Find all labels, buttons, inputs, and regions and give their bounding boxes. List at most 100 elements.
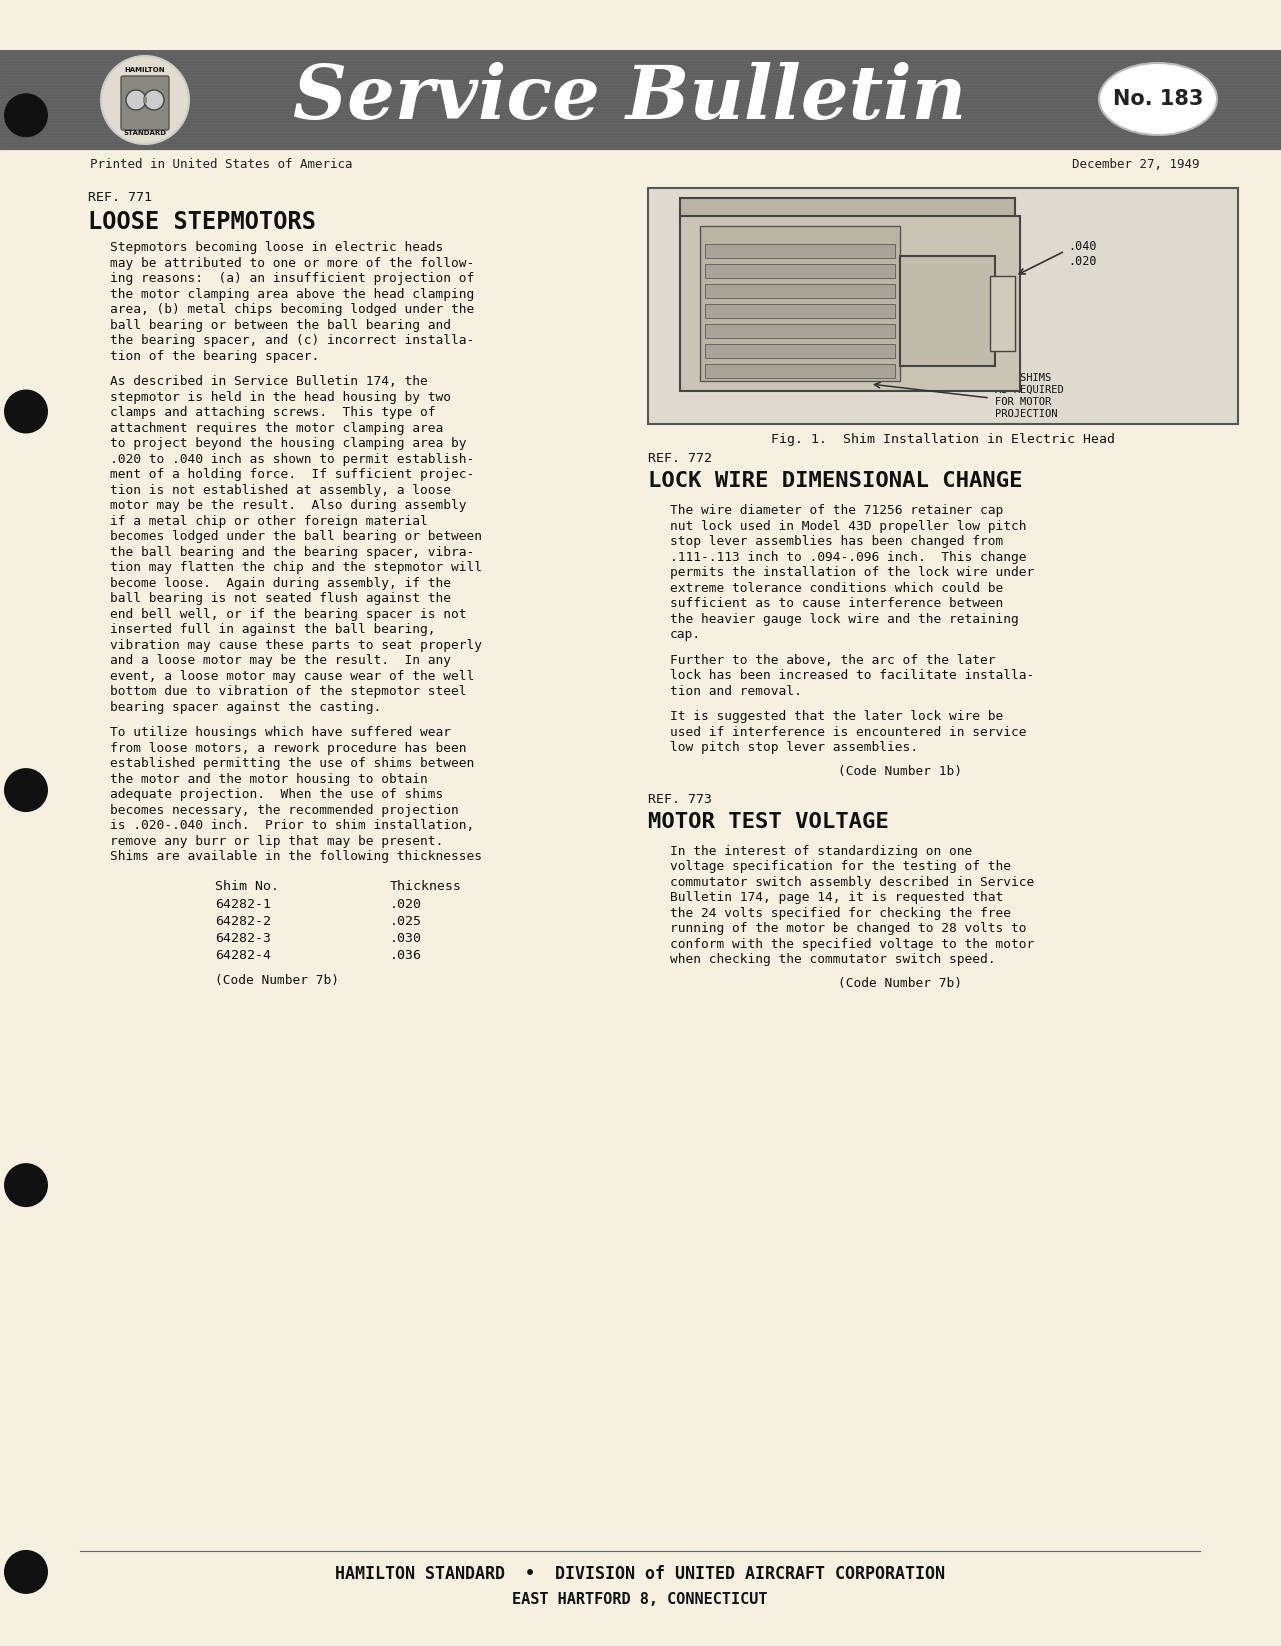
Text: if a metal chip or other foreign material: if a metal chip or other foreign materia… [110,515,428,527]
Text: may be attributed to one or more of the follow-: may be attributed to one or more of the … [110,257,474,270]
Text: HAMILTON: HAMILTON [124,67,165,72]
Text: end bell well, or if the bearing spacer is not: end bell well, or if the bearing spacer … [110,607,466,621]
Text: REF. 773: REF. 773 [648,792,712,805]
Text: tion is not established at assembly, a loose: tion is not established at assembly, a l… [110,484,451,497]
Text: area, (b) metal chips becoming lodged under the: area, (b) metal chips becoming lodged un… [110,303,474,316]
Text: tion may flatten the chip and the stepmotor will: tion may flatten the chip and the stepmo… [110,561,482,574]
FancyBboxPatch shape [120,76,169,130]
Bar [648,188,1237,425]
Text: the 24 volts specified for checking the free: the 24 volts specified for checking the … [670,907,1011,920]
Text: EAST HARTFORD 8, CONNECTICUT: EAST HARTFORD 8, CONNECTICUT [512,1592,767,1608]
Text: sufficient as to cause interference between: sufficient as to cause interference betw… [670,597,1003,611]
Text: extreme tolerance conditions which could be: extreme tolerance conditions which could… [670,581,1003,594]
Bar [705,344,895,357]
Text: (Code Number 1b): (Code Number 1b) [838,764,962,777]
Text: 64282-2: 64282-2 [215,915,272,927]
Circle shape [4,94,47,137]
Text: Service Bulletin: Service Bulletin [293,63,967,135]
Text: when checking the commutator switch speed.: when checking the commutator switch spee… [670,953,995,966]
Text: 64282-1: 64282-1 [215,897,272,910]
Text: bottom due to vibration of the stepmotor steel: bottom due to vibration of the stepmotor… [110,685,466,698]
Text: Bulletin 174, page 14, it is requested that: Bulletin 174, page 14, it is requested t… [670,890,1003,904]
Text: bearing spacer against the casting.: bearing spacer against the casting. [110,701,382,713]
Text: ADD SHIMS: ADD SHIMS [995,374,1052,384]
Text: becomes lodged under the ball bearing or between: becomes lodged under the ball bearing or… [110,530,482,543]
Text: inserted full in against the ball bearing,: inserted full in against the ball bearin… [110,622,436,635]
Text: No. 183: No. 183 [1113,89,1203,109]
Text: It is suggested that the later lock wire be: It is suggested that the later lock wire… [670,709,1003,723]
Text: the motor clamping area above the head clamping: the motor clamping area above the head c… [110,288,474,301]
Circle shape [143,91,164,110]
Text: The wire diameter of the 71256 retainer cap: The wire diameter of the 71256 retainer … [670,504,1003,517]
Bar [705,305,895,318]
Text: (Code Number 7b): (Code Number 7b) [838,976,962,989]
Bar [0,0,1281,49]
Bar [705,285,895,298]
Text: conform with the specified voltage to the motor: conform with the specified voltage to th… [670,938,1034,950]
Text: tion of the bearing spacer.: tion of the bearing spacer. [110,349,319,362]
Bar [143,97,147,104]
Text: from loose motors, a rework procedure has been: from loose motors, a rework procedure ha… [110,741,466,754]
Text: Printed in United States of America: Printed in United States of America [90,158,352,171]
Circle shape [4,1164,47,1207]
Text: Further to the above, the arc of the later: Further to the above, the arc of the lat… [670,653,995,667]
Bar [990,277,1015,351]
Text: 64282-4: 64282-4 [215,948,272,961]
Text: MOTOR TEST VOLTAGE: MOTOR TEST VOLTAGE [648,811,889,831]
Text: LOCK WIRE DIMENSIONAL CHANGE: LOCK WIRE DIMENSIONAL CHANGE [648,471,1022,491]
Text: .025: .025 [389,915,421,927]
Text: To utilize housings which have suffered wear: To utilize housings which have suffered … [110,726,451,739]
Text: Stepmotors becoming loose in electric heads: Stepmotors becoming loose in electric he… [110,240,443,253]
Bar [705,244,895,258]
Text: Fig. 1.  Shim Installation in Electric Head: Fig. 1. Shim Installation in Electric He… [771,433,1114,446]
Text: AS REQUIRED: AS REQUIRED [995,385,1063,395]
Text: tion and removal.: tion and removal. [670,685,802,698]
Text: ing reasons:  (a) an insufficient projection of: ing reasons: (a) an insufficient project… [110,272,474,285]
Text: ment of a holding force.  If sufficient projec-: ment of a holding force. If sufficient p… [110,467,474,481]
Text: voltage specification for the testing of the: voltage specification for the testing of… [670,859,1011,872]
Text: lock has been increased to facilitate installa-: lock has been increased to facilitate in… [670,668,1034,681]
Text: Shim No.: Shim No. [215,879,279,892]
Text: the bearing spacer, and (c) incorrect installa-: the bearing spacer, and (c) incorrect in… [110,334,474,347]
Text: low pitch stop lever assemblies.: low pitch stop lever assemblies. [670,741,918,754]
Text: the ball bearing and the bearing spacer, vibra-: the ball bearing and the bearing spacer,… [110,545,474,558]
Bar [699,226,901,380]
Text: and a loose motor may be the result.  In any: and a loose motor may be the result. In … [110,653,451,667]
Circle shape [4,1551,47,1593]
Circle shape [4,390,47,433]
Text: (Code Number 7b): (Code Number 7b) [215,973,339,986]
Text: running of the motor be changed to 28 volts to: running of the motor be changed to 28 vo… [670,922,1026,935]
Text: December 27, 1949: December 27, 1949 [1072,158,1200,171]
Text: .111-.113 inch to .094-.096 inch.  This change: .111-.113 inch to .094-.096 inch. This c… [670,550,1026,563]
Circle shape [101,56,190,143]
Text: FOR MOTOR: FOR MOTOR [995,397,1052,407]
Text: .020: .020 [389,897,421,910]
Text: As described in Service Bulletin 174, the: As described in Service Bulletin 174, th… [110,375,428,388]
Text: motor may be the result.  Also during assembly: motor may be the result. Also during ass… [110,499,466,512]
Text: .020 to .040 inch as shown to permit establish-: .020 to .040 inch as shown to permit est… [110,453,474,466]
Bar [680,198,1015,216]
Text: REF. 771: REF. 771 [88,191,152,204]
Bar [680,216,1020,392]
Text: stepmotor is held in the head housing by two: stepmotor is held in the head housing by… [110,390,451,403]
Bar [901,257,995,365]
Text: HAMILTON STANDARD  •  DIVISION of UNITED AIRCRAFT CORPORATION: HAMILTON STANDARD • DIVISION of UNITED A… [336,1565,945,1583]
Text: vibration may cause these parts to seat properly: vibration may cause these parts to seat … [110,639,482,652]
Text: In the interest of standardizing on one: In the interest of standardizing on one [670,844,972,858]
Text: the heavier gauge lock wire and the retaining: the heavier gauge lock wire and the reta… [670,612,1018,625]
Text: LOOSE STEPMOTORS: LOOSE STEPMOTORS [88,211,316,234]
Text: to project beyond the housing clamping area by: to project beyond the housing clamping a… [110,436,466,449]
Text: Thickness: Thickness [389,879,462,892]
Text: clamps and attaching screws.  This type of: clamps and attaching screws. This type o… [110,407,436,420]
Circle shape [126,91,146,110]
Text: PROJECTION: PROJECTION [995,408,1058,420]
Text: .040: .040 [1068,240,1097,252]
Text: becomes necessary, the recommended projection: becomes necessary, the recommended proje… [110,803,459,816]
Bar [705,364,895,379]
Text: the motor and the motor housing to obtain: the motor and the motor housing to obtai… [110,772,428,785]
Text: REF. 772: REF. 772 [648,453,712,466]
Text: remove any burr or lip that may be present.: remove any burr or lip that may be prese… [110,835,443,848]
Text: Shims are available in the following thicknesses: Shims are available in the following thi… [110,849,482,863]
Text: used if interference is encountered in service: used if interference is encountered in s… [670,726,1026,739]
Text: is .020-.040 inch.  Prior to shim installation,: is .020-.040 inch. Prior to shim install… [110,820,474,831]
